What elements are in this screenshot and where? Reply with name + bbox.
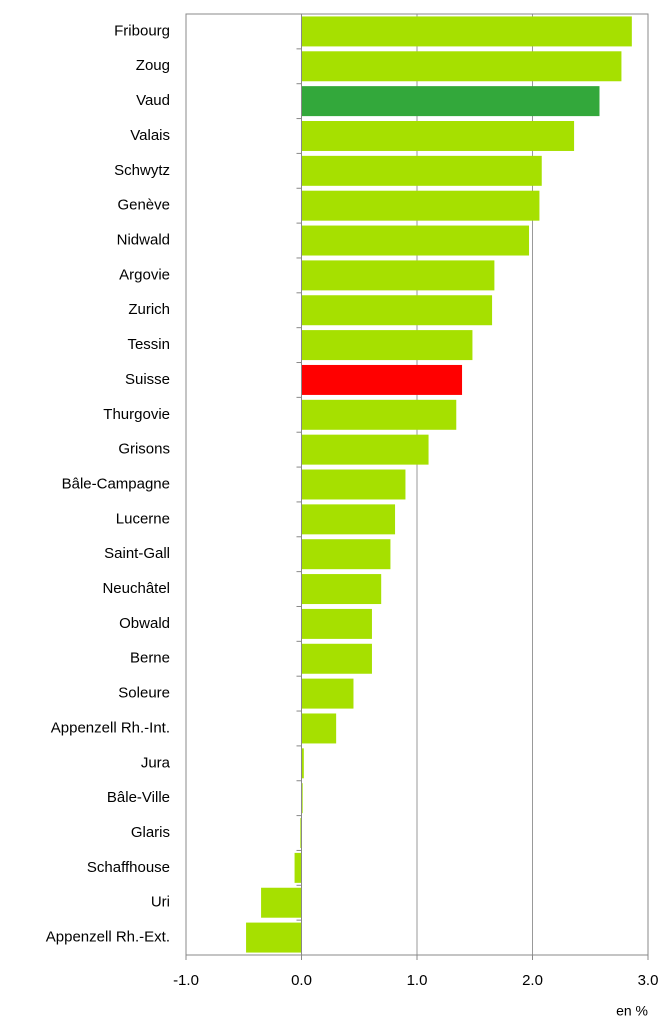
x-axis-label: en % — [616, 1003, 648, 1019]
bar — [301, 260, 495, 291]
bar — [301, 155, 542, 186]
y-tick-label: Appenzell Rh.-Ext. — [46, 929, 170, 946]
bar — [301, 225, 530, 256]
y-tick-label: Glaris — [131, 824, 170, 841]
bar — [301, 51, 622, 82]
y-tick-label: Schaffhouse — [87, 859, 170, 876]
x-tick-label: 0.0 — [291, 972, 312, 989]
x-tick-label: 1.0 — [407, 972, 428, 989]
bar — [301, 713, 337, 744]
y-tick-label: Appenzell Rh.-Int. — [51, 719, 170, 736]
y-tick-label: Grisons — [118, 441, 170, 458]
y-tick-label: Lucerne — [116, 510, 170, 527]
bar — [301, 608, 372, 639]
bar — [301, 295, 493, 326]
y-tick-label: Suisse — [125, 371, 170, 388]
y-tick-label: Valais — [130, 127, 170, 144]
bar — [301, 574, 382, 605]
x-tick-label: -1.0 — [173, 972, 199, 989]
y-tick-label: Obwald — [119, 615, 170, 632]
bar — [301, 678, 354, 709]
y-tick-label: Neuchâtel — [102, 580, 170, 597]
bar — [301, 16, 632, 47]
bar — [301, 783, 303, 814]
y-tick-label: Berne — [130, 650, 170, 667]
y-tick-label: Thurgovie — [103, 406, 170, 423]
y-tick-label: Nidwald — [117, 232, 170, 249]
y-tick-label: Zurich — [128, 301, 170, 318]
y-tick-label: Argovie — [119, 266, 170, 283]
y-tick-label: Saint-Gall — [104, 545, 170, 562]
bar — [261, 887, 302, 918]
bar — [301, 469, 406, 500]
y-tick-label: Tessin — [127, 336, 170, 353]
y-tick-label: Bâle-Ville — [107, 789, 170, 806]
bar — [301, 504, 396, 535]
bar — [300, 818, 302, 849]
x-tick-label: 3.0 — [638, 972, 659, 989]
bar — [301, 539, 391, 570]
bar — [301, 748, 304, 779]
y-tick-label: Fribourg — [114, 22, 170, 39]
y-tick-label: Schwytz — [114, 162, 170, 179]
bar — [301, 86, 600, 117]
y-tick-label: Bâle-Campagne — [62, 475, 170, 492]
bar — [301, 120, 575, 151]
bar — [294, 852, 302, 883]
y-tick-label: Vaud — [136, 92, 170, 109]
bar — [301, 399, 457, 430]
y-tick-label: Soleure — [118, 685, 170, 702]
bar — [301, 434, 429, 465]
bar — [301, 643, 372, 674]
y-tick-label: Zoug — [136, 57, 170, 74]
bar — [301, 190, 540, 221]
bar — [301, 330, 473, 361]
x-tick-label: 2.0 — [522, 972, 543, 989]
bar — [301, 364, 463, 395]
y-tick-label: Uri — [151, 894, 170, 911]
plot-frame — [185, 13, 649, 956]
y-tick-label: Jura — [141, 754, 171, 771]
bar — [246, 922, 302, 953]
y-tick-label: Genève — [117, 197, 170, 214]
